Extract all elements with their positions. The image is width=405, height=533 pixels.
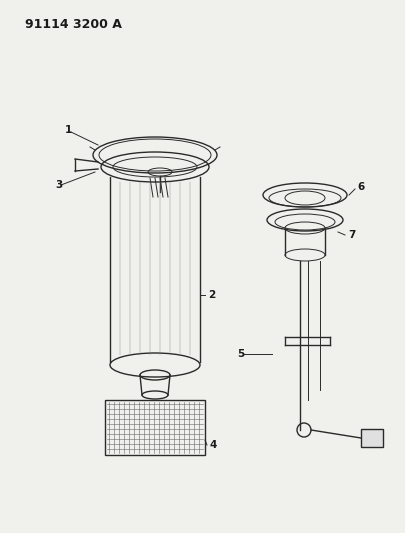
Text: 5: 5: [237, 349, 244, 359]
Text: 7: 7: [348, 230, 355, 240]
Text: 91114 3200 A: 91114 3200 A: [25, 18, 122, 31]
Text: 1: 1: [65, 125, 72, 135]
Bar: [105, 400, 205, 455]
Bar: [361, 429, 383, 447]
Text: 2: 2: [208, 290, 215, 300]
Text: 6: 6: [357, 182, 364, 192]
Text: 4: 4: [210, 440, 217, 450]
Text: 3: 3: [55, 180, 62, 190]
